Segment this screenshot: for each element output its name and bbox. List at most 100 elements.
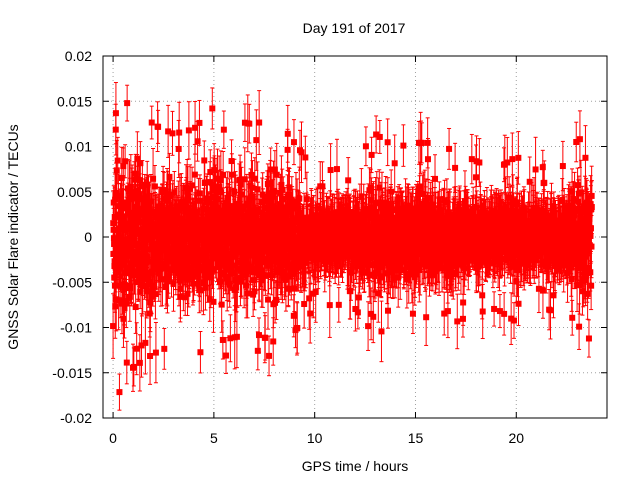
data-point — [278, 181, 285, 188]
data-point — [246, 268, 253, 275]
data-point — [192, 124, 199, 131]
data-point — [270, 338, 277, 345]
data-point — [223, 352, 230, 359]
data-point — [148, 198, 155, 205]
data-point — [273, 171, 280, 178]
data-point — [276, 201, 283, 208]
data-point — [129, 234, 136, 241]
data-point — [254, 347, 261, 354]
data-point — [270, 219, 277, 226]
data-point — [218, 301, 225, 308]
data-point — [226, 203, 233, 210]
data-point — [185, 127, 192, 134]
data-point — [182, 268, 189, 275]
data-point — [225, 266, 232, 273]
data-point — [272, 247, 279, 254]
data-point — [236, 211, 243, 218]
data-point — [141, 242, 148, 249]
data-point — [168, 249, 175, 256]
data-point — [231, 188, 238, 195]
data-series — [110, 82, 595, 411]
data-point — [289, 205, 296, 212]
data-point — [176, 129, 183, 136]
data-point — [210, 298, 217, 305]
data-point — [177, 219, 184, 226]
data-point — [124, 100, 131, 107]
data-point — [122, 158, 129, 165]
data-point — [161, 345, 168, 352]
data-point — [112, 110, 119, 117]
data-point — [120, 199, 127, 206]
data-point — [148, 293, 155, 300]
data-point — [289, 200, 296, 207]
data-point — [166, 224, 173, 231]
data-point — [155, 123, 162, 130]
data-point — [183, 263, 190, 270]
data-point — [123, 359, 130, 366]
data-point — [119, 261, 126, 268]
data-point — [155, 203, 162, 210]
data-point — [312, 288, 319, 295]
data-point — [138, 342, 145, 349]
data-point — [220, 171, 227, 178]
data-point — [215, 263, 222, 270]
data-point — [132, 170, 139, 177]
data-point — [247, 207, 254, 214]
data-point — [116, 389, 123, 396]
data-point — [292, 198, 299, 205]
data-point — [115, 203, 122, 210]
data-point — [246, 120, 253, 127]
data-point — [226, 281, 233, 288]
data-point — [264, 248, 271, 255]
data-point — [293, 258, 300, 265]
data-point — [193, 208, 200, 215]
data-point — [249, 184, 256, 191]
data-point — [228, 171, 235, 178]
data-point — [290, 139, 297, 146]
data-point — [151, 183, 158, 190]
data-point — [219, 336, 226, 343]
data-point — [274, 217, 281, 224]
data-point — [184, 290, 191, 297]
data-point — [132, 230, 139, 237]
data-point — [228, 256, 235, 263]
data-point — [303, 196, 310, 203]
data-point — [212, 186, 219, 193]
data-point — [127, 283, 134, 290]
data-point — [131, 272, 138, 279]
data-point — [156, 270, 163, 277]
data-point — [137, 160, 144, 167]
data-point — [120, 256, 127, 263]
data-point — [121, 305, 128, 312]
data-point — [245, 241, 252, 248]
data-point — [237, 181, 244, 188]
data-point — [222, 262, 229, 269]
data-point — [265, 194, 272, 201]
data-point — [148, 119, 155, 126]
data-point — [290, 312, 297, 319]
data-point — [142, 339, 149, 346]
data-point — [313, 212, 320, 219]
data-point — [273, 297, 280, 304]
data-point — [126, 252, 133, 259]
data-point — [294, 324, 301, 331]
data-point — [218, 189, 225, 196]
data-point — [286, 263, 293, 270]
data-point — [279, 186, 286, 193]
data-point — [162, 284, 169, 291]
data-point — [166, 173, 173, 180]
data-point — [152, 349, 159, 356]
data-point — [255, 232, 262, 239]
data-point — [143, 288, 150, 295]
data-point — [238, 278, 245, 285]
data-point — [227, 335, 234, 342]
data-point — [265, 296, 272, 303]
data-point — [267, 180, 274, 187]
data-point — [121, 281, 128, 288]
data-point — [278, 266, 285, 273]
data-point — [130, 248, 137, 255]
data-point — [287, 241, 294, 248]
data-point — [194, 138, 201, 145]
data-point — [213, 255, 220, 262]
data-point — [217, 278, 224, 285]
